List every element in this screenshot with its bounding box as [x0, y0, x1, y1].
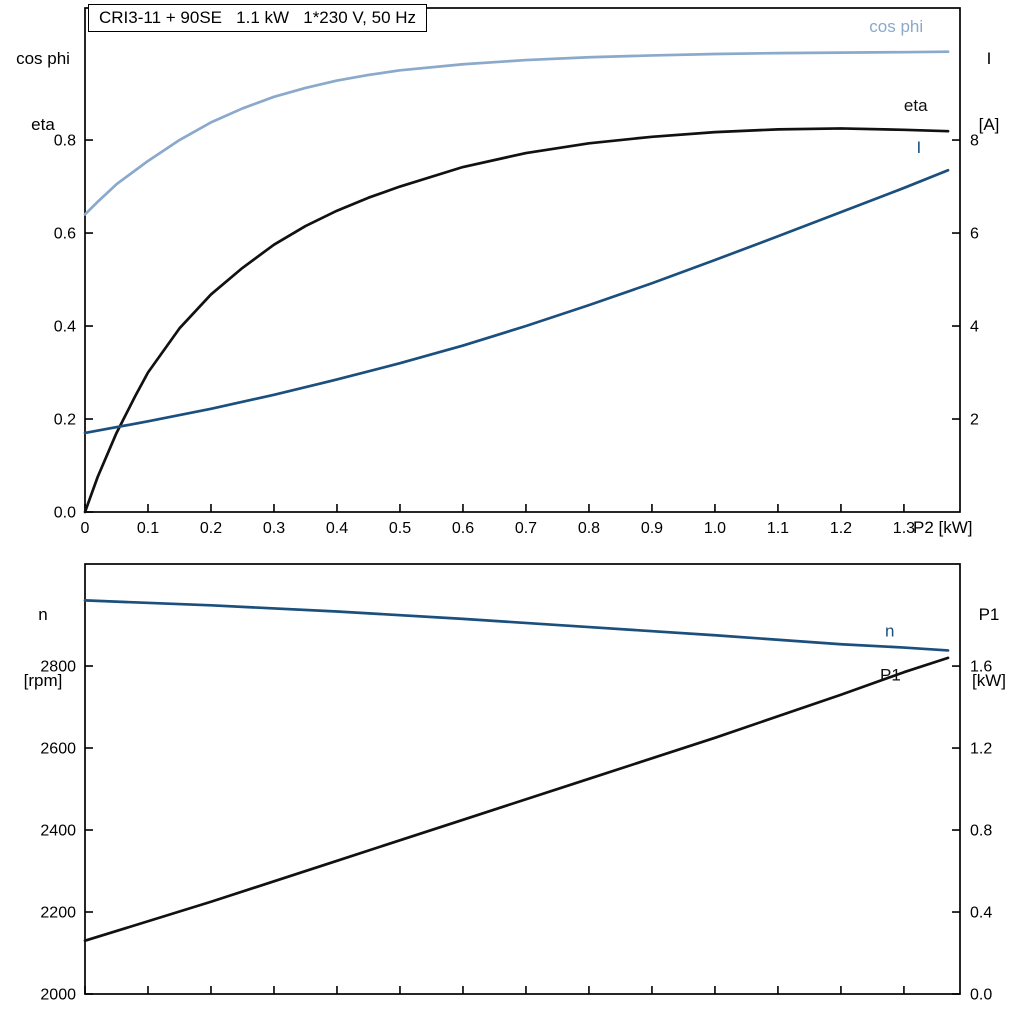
- x-tick-label: 1.3: [893, 520, 915, 537]
- top-right-axis-label: I [A]: [958, 4, 1020, 180]
- left-tick-label: 2600: [40, 741, 76, 758]
- right-tick-label: 0.0: [970, 987, 992, 1004]
- series-I-curve: [83, 168, 950, 435]
- left-tick-label: 0.2: [54, 412, 76, 429]
- x-tick-label: 1.1: [767, 520, 789, 537]
- x-tick-label: 1.2: [830, 520, 852, 537]
- x-tick-label: 0.8: [578, 520, 600, 537]
- axis-label-p1-unit: [kW]: [972, 671, 1006, 690]
- right-tick-label: 4: [970, 319, 979, 336]
- x-tick-label: 0.2: [200, 520, 222, 537]
- left-tick-label: 0.6: [54, 226, 76, 243]
- right-tick-label: 1.2: [970, 741, 992, 758]
- axis-label-p1: P1: [978, 605, 1000, 624]
- left-tick-label: 2000: [40, 987, 76, 1004]
- bottom-right-axis-label: P1 [kW]: [958, 560, 1020, 736]
- series-n-curve: [83, 599, 950, 652]
- x-tick-label: 1.0: [704, 520, 726, 537]
- x-tick-label: 0: [81, 520, 90, 537]
- x-tick-label: 0.1: [137, 520, 159, 537]
- series-n-label: n: [885, 621, 894, 640]
- x-tick-label: 0.6: [452, 520, 474, 537]
- axis-label-cosphi: cos phi: [16, 49, 70, 68]
- axis-label-current-unit: [A]: [978, 115, 1000, 134]
- series-I-label: I: [917, 138, 922, 157]
- series-cos-phi-label: cos phi: [869, 17, 923, 36]
- axis-label-speed: n: [38, 605, 48, 624]
- left-tick-label: 0.0: [54, 505, 76, 522]
- series-P1-label: P1: [880, 665, 901, 684]
- right-tick-label: 2: [970, 412, 979, 429]
- x-tick-label: 0.3: [263, 520, 285, 537]
- series-eta-label: eta: [904, 96, 928, 115]
- chart-title: CRI3-11 + 90SE 1.1 kW 1*230 V, 50 Hz: [88, 4, 428, 32]
- x-tick-label: 0.7: [515, 520, 537, 537]
- bottom-chart: 2000 2200 2400 2600 2800 0.0 0.4 0.8 1.2 1.6 n P1: [40, 563, 992, 1004]
- bottom-left-axis-label: n [rpm]: [4, 560, 82, 736]
- right-tick-label: 8: [970, 133, 979, 150]
- right-tick-label: 0.4: [970, 905, 992, 922]
- right-tick-label: 6: [970, 226, 979, 243]
- plot-frame: [84, 563, 961, 995]
- top-left-axis-label: cos phi eta: [4, 4, 82, 180]
- right-tick-label: 0.8: [970, 823, 992, 840]
- plot-frame: [84, 7, 961, 513]
- x-axis-unit-label: P2 [kW]: [913, 518, 973, 537]
- x-tick-label: 0.9: [641, 520, 663, 537]
- axis-label-eta: eta: [31, 115, 55, 134]
- left-tick-label: 2200: [40, 905, 76, 922]
- axis-label-speed-unit: [rpm]: [23, 671, 63, 690]
- axis-label-current: I: [986, 49, 992, 68]
- series-eta-curve: [83, 127, 950, 514]
- x-tick-label: 0.4: [326, 520, 348, 537]
- left-tick-label: 0.8: [54, 133, 76, 150]
- left-tick-label: 0.4: [54, 319, 76, 336]
- left-tick-label: 2800: [40, 659, 76, 676]
- x-tick-label: 0.5: [389, 520, 411, 537]
- top-chart: 0 0.1 0.2 0.3 0.4 0.5 0.6 0.7 0.8 0.9 1.0 1.1 1.2 1.3…: [54, 7, 979, 537]
- right-tick-label: 1.6: [970, 659, 992, 676]
- series-P1-curve: [83, 656, 950, 943]
- series-cos-phi-curve: [83, 50, 950, 216]
- left-tick-label: 2400: [40, 823, 76, 840]
